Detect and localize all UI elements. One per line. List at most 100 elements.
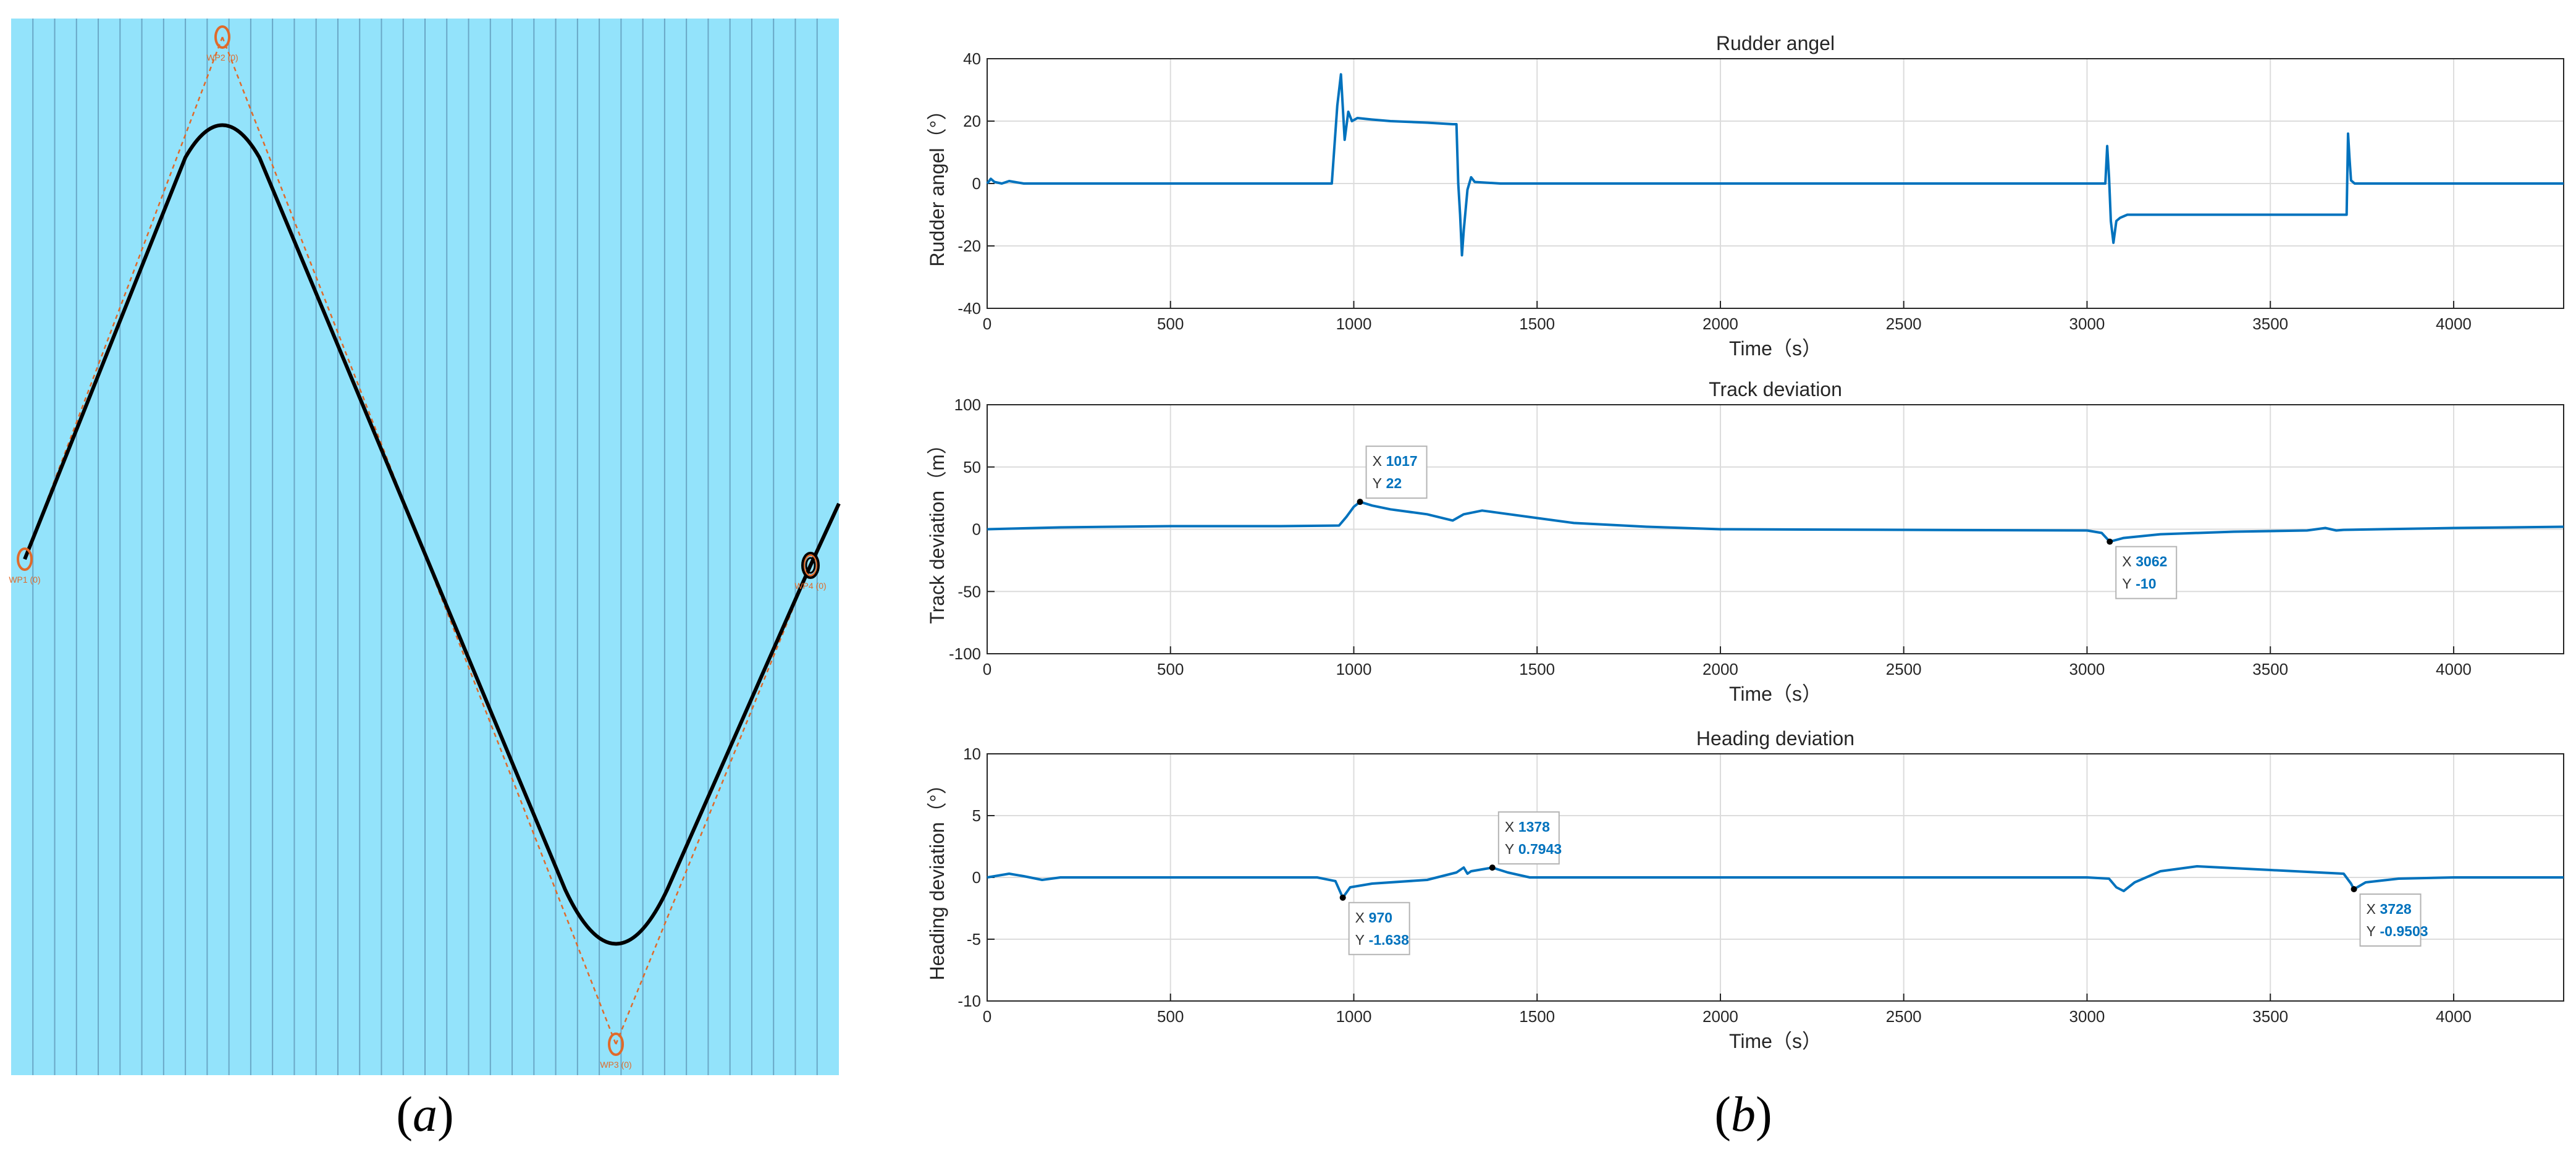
datatip-box <box>1348 902 1410 955</box>
panel-b-caption: (b) <box>1714 1088 1772 1142</box>
y-tick-label: -50 <box>958 582 981 601</box>
x-tick-label: 0 <box>983 315 991 333</box>
waypoint-label: WP3 (0) <box>600 1060 631 1070</box>
datatip-x-key: X <box>1373 453 1382 469</box>
y-axis-label: Heading deviation（°） <box>926 775 948 981</box>
x-tick-label: 2500 <box>1886 315 1922 333</box>
x-tick-label: 500 <box>1157 315 1184 333</box>
datatip-x-value: 3728 <box>2380 901 2412 917</box>
ship-track-line <box>23 123 841 946</box>
waypoint-label: WP1 (0) <box>9 575 40 585</box>
x-tick-label: 2500 <box>1886 660 1922 678</box>
chart-title: Track deviation <box>1709 378 1842 400</box>
y-tick-label: -100 <box>949 644 981 663</box>
y-tick-label: 5 <box>972 806 981 825</box>
y-tick-label: 100 <box>954 395 981 414</box>
datatip-point <box>1339 894 1346 901</box>
y-tick-label: 10 <box>963 745 981 763</box>
datatip-x-key: X <box>2367 901 2376 917</box>
x-tick-label: 3000 <box>2069 315 2105 333</box>
x-tick-label: 2000 <box>1703 315 1738 333</box>
x-tick-label: 1000 <box>1336 315 1372 333</box>
end-loop-outer <box>801 552 820 579</box>
y-tick-label: 20 <box>963 112 981 130</box>
x-tick-label: 1500 <box>1519 660 1555 678</box>
datatip-x-value: 1017 <box>1386 453 1418 469</box>
x-tick-label: 3000 <box>2069 1007 2105 1026</box>
chart-3: 0 500 1000 1500 2000 2500 3000 3500 4000 -10 -5 0 5 1… <box>926 727 2564 1052</box>
datatip-x-key: X <box>1355 910 1365 926</box>
series-line <box>987 500 2564 543</box>
waypoint-markers: WP1 (0) WP2 (0) WP3 (0) WP4 (0) <box>9 25 827 1070</box>
y-tick-label: -5 <box>967 930 981 948</box>
chart-title: Rudder angel <box>1716 32 1835 54</box>
datatip-y-key: Y <box>2367 923 2376 939</box>
waypoint-circle <box>17 547 33 571</box>
route-guide-segment <box>615 565 812 1045</box>
x-tick-label: 1500 <box>1519 315 1555 333</box>
series-line <box>986 73 2564 257</box>
datatip-y-key: Y <box>1505 841 1514 857</box>
datatip-box <box>2115 546 2178 599</box>
y-axis-label: Track deviation（m） <box>926 434 948 623</box>
y-tick-label: -10 <box>958 992 981 1010</box>
y-tick-label: 40 <box>963 49 981 68</box>
datatip-x-key: X <box>1505 819 1514 835</box>
map-grid <box>32 19 818 1075</box>
x-tick-label: 4000 <box>2436 660 2472 678</box>
datatip-y-key: Y <box>1355 932 1365 948</box>
datatip-y-value: -0.9503 <box>2380 923 2428 939</box>
datatip-y-value: -1.638 <box>1369 932 1409 948</box>
datatip-box <box>1497 811 1560 865</box>
datatip-y-key: Y <box>2122 576 2131 592</box>
charts-panel: 0 500 1000 1500 2000 2500 3000 3500 4000-40-2002… <box>926 32 2564 1052</box>
route-map-panel: WP1 (0) WP2 (0) WP3 (0) WP4 (0) <box>9 19 841 1075</box>
datatip-y-value: -10 <box>2136 576 2156 592</box>
waypoint-label: WP4 (0) <box>794 581 826 591</box>
datatip-y-key: Y <box>1373 475 1382 491</box>
datatip-point <box>2107 538 2113 545</box>
datatip-y-value: 22 <box>1386 475 1402 491</box>
datatip-point <box>2351 886 2357 893</box>
x-tick-label: 2000 <box>1703 1007 1738 1026</box>
panel-a-caption: (a) <box>396 1088 453 1142</box>
x-tick-label: 3000 <box>2069 660 2105 678</box>
datatip-point <box>1489 864 1496 871</box>
y-tick-label: 0 <box>972 520 981 539</box>
y-tick-label: -20 <box>958 237 981 255</box>
x-tick-label: 4000 <box>2436 1007 2472 1026</box>
x-tick-label: 3500 <box>2252 315 2288 333</box>
x-axis-label: Time（s） <box>1729 337 1822 360</box>
x-tick-label: 2000 <box>1703 660 1738 678</box>
waypoint-circle <box>608 1033 624 1056</box>
x-tick-label: 2500 <box>1886 1007 1922 1026</box>
chart-1: 0 500 1000 1500 2000 2500 3000 3500 4000 -40 -20 0 2… <box>926 32 2564 360</box>
datatip-box <box>1365 446 1428 499</box>
datatip-x-value: 3062 <box>2136 554 2167 570</box>
x-tick-label: 0 <box>983 660 991 678</box>
end-loop-inner <box>805 557 816 574</box>
x-tick-label: 4000 <box>2436 315 2472 333</box>
x-tick-label: 500 <box>1157 660 1184 678</box>
x-axis-label: Time（s） <box>1729 1030 1822 1052</box>
x-tick-label: 3500 <box>2252 1007 2288 1026</box>
datatip-x-key: X <box>2122 554 2131 570</box>
chart-title: Heading deviation <box>1696 727 1854 750</box>
y-tick-label: 50 <box>963 458 981 476</box>
panel-b-letter: b <box>1731 1088 1756 1142</box>
waypoint-circle <box>214 25 230 49</box>
datatip-y-value: 0.7943 <box>1518 841 1562 857</box>
datatip-x-value: 1378 <box>1518 819 1550 835</box>
waypoint-label: WP2 (0) <box>206 53 238 62</box>
y-tick-label: 0 <box>972 868 981 887</box>
panel-a-letter: a <box>413 1088 437 1142</box>
x-axis-label: Time（s） <box>1729 683 1822 705</box>
x-tick-label: 1000 <box>1336 1007 1372 1026</box>
x-tick-label: 3500 <box>2252 660 2288 678</box>
x-tick-label: 1500 <box>1519 1007 1555 1026</box>
y-tick-label: 0 <box>972 174 981 193</box>
y-tick-label: -40 <box>958 299 981 318</box>
series-line <box>987 865 2564 899</box>
datatip-x-value: 970 <box>1369 910 1392 926</box>
